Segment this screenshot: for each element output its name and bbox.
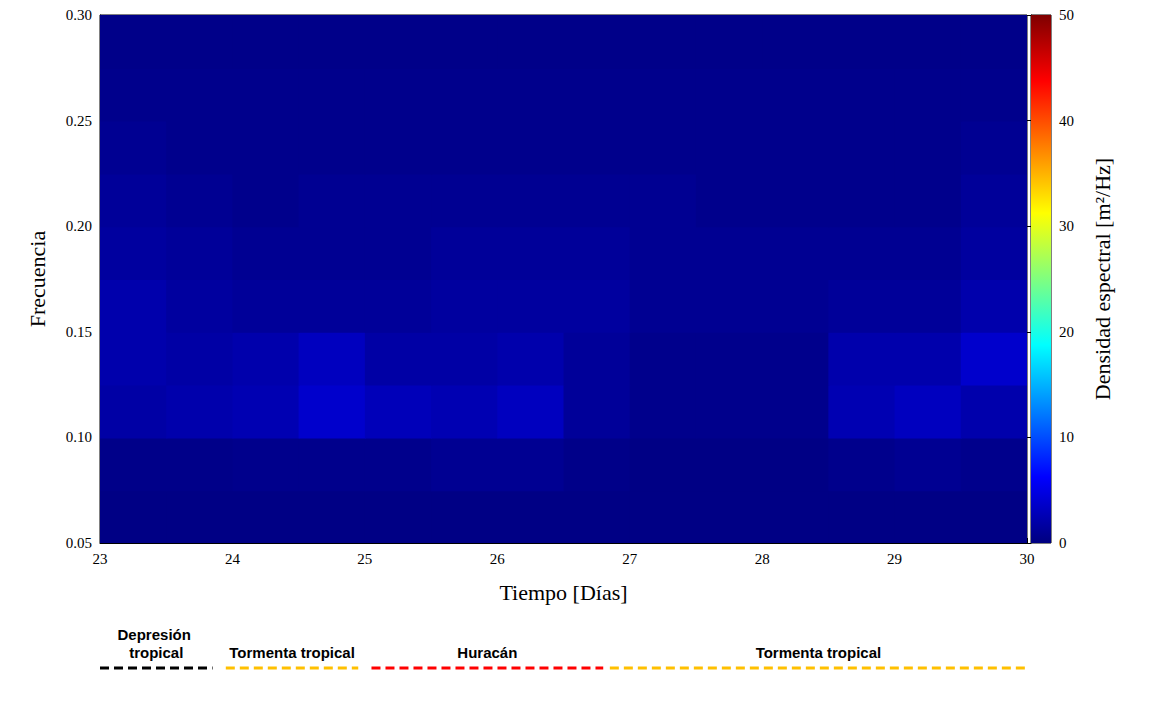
svg-text:Depresión: Depresión — [118, 626, 196, 643]
svg-text:24: 24 — [225, 551, 241, 567]
svg-text:50: 50 — [1059, 7, 1074, 23]
svg-text:30: 30 — [1020, 551, 1035, 567]
svg-text:Tiempo [Días]: Tiempo [Días] — [499, 580, 627, 605]
svg-text:0.15: 0.15 — [66, 324, 92, 340]
svg-text:0.30: 0.30 — [66, 7, 92, 23]
svg-text:10: 10 — [1059, 429, 1074, 445]
svg-text:26: 26 — [490, 551, 506, 567]
svg-text:0.05: 0.05 — [66, 535, 92, 551]
svg-text:0: 0 — [1059, 535, 1067, 551]
svg-text:Tormenta tropical: Tormenta tropical — [229, 644, 355, 661]
svg-text:40: 40 — [1059, 113, 1074, 129]
svg-text:Frecuencia: Frecuencia — [25, 231, 50, 328]
svg-text:0.25: 0.25 — [66, 113, 92, 129]
svg-text:28: 28 — [755, 551, 770, 567]
svg-text:29: 29 — [887, 551, 902, 567]
svg-text:27: 27 — [622, 551, 638, 567]
svg-text:30: 30 — [1059, 218, 1074, 234]
svg-text:Tormenta tropical: Tormenta tropical — [756, 644, 882, 661]
svg-text:Densidad espectral [m²/Hz]: Densidad espectral [m²/Hz] — [1090, 158, 1115, 400]
svg-text:0.20: 0.20 — [66, 218, 92, 234]
svg-text:25: 25 — [357, 551, 372, 567]
svg-text:23: 23 — [93, 551, 108, 567]
svg-text:0.10: 0.10 — [66, 429, 92, 445]
svg-text:Huracán: Huracán — [457, 644, 517, 661]
svg-text:tropical: tropical — [129, 644, 183, 661]
svg-text:20: 20 — [1059, 324, 1074, 340]
